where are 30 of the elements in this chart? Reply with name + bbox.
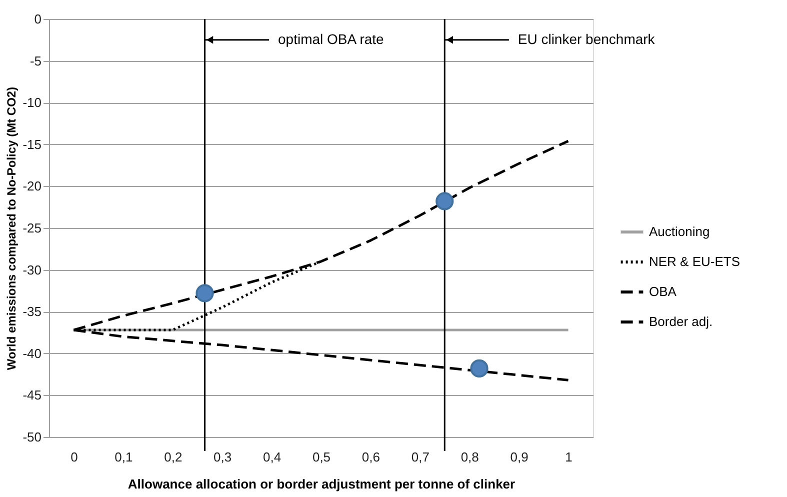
x-axis-title: Allowance allocation or border adjustment per tonne of clinker <box>128 476 516 492</box>
y-tick-label: -40 <box>22 346 42 361</box>
y-tick-label: -50 <box>22 430 42 444</box>
x-tick-label: 0,9 <box>510 450 528 464</box>
y-tick-label: -35 <box>22 304 42 320</box>
legend-label: OBA <box>649 284 677 299</box>
y-tick-label: -5 <box>30 53 42 68</box>
y-tick-label: -10 <box>22 95 42 110</box>
legend-label: Border adj. <box>649 314 713 329</box>
x-tick-label: 0,8 <box>460 450 479 464</box>
y-tick-label: -20 <box>22 178 42 194</box>
x-tick-label: 0,1 <box>114 450 133 464</box>
y-tick-label: -45 <box>22 388 42 403</box>
x-tick-label: 0,4 <box>263 450 282 464</box>
x-tick-label: 0 <box>70 450 78 464</box>
x-tick-label: 0,7 <box>411 450 430 464</box>
x-tick-label: 0,3 <box>214 450 232 464</box>
x-tick-label: 1 <box>565 450 572 464</box>
y-tick-label: -15 <box>22 136 42 152</box>
x-tick-label: 0,5 <box>312 450 331 464</box>
y-tick-label: -25 <box>22 220 42 236</box>
y-tick-label: 0 <box>34 12 42 26</box>
x-tick-label: 0,2 <box>164 450 182 464</box>
legend-label: Auctioning <box>649 224 710 239</box>
x-tick-label: 0,6 <box>362 450 380 464</box>
y-tick-label: -30 <box>22 262 42 278</box>
ref-line-label: EU clinker benchmark <box>518 30 656 47</box>
legend-label: NER & EU-ETS <box>649 254 740 269</box>
ref-line-label: optimal OBA rate <box>278 30 384 47</box>
y-axis-title: World emissions compared to No-Policy (Mt CO2) <box>4 86 19 370</box>
